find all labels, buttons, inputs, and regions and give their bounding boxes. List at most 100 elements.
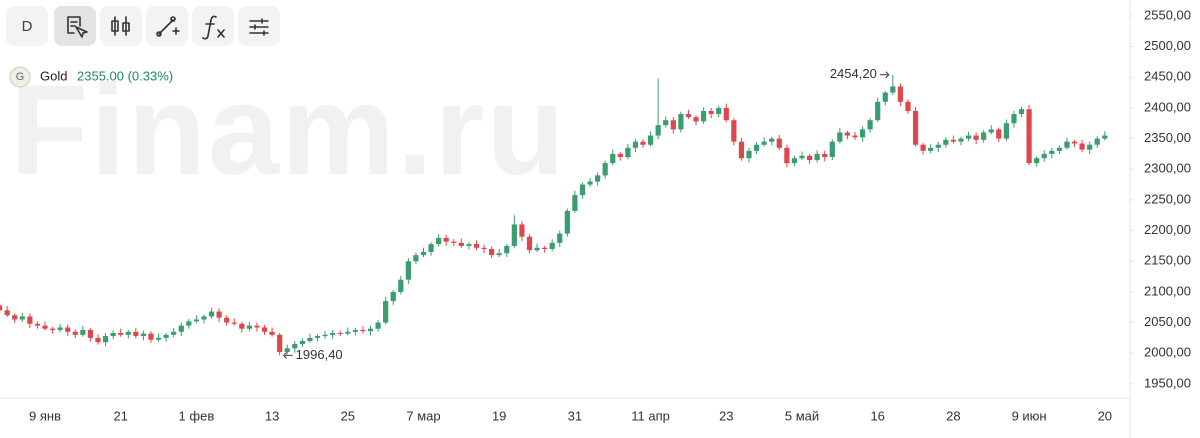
candle-body — [34, 323, 41, 326]
candle-body — [875, 101, 881, 121]
x-tick-label: 23 — [719, 408, 733, 423]
candle-body — [958, 138, 964, 142]
candle-body — [549, 242, 555, 249]
x-tick-label: 5 май — [785, 408, 819, 423]
candle-body — [564, 210, 570, 234]
y-tick-label: 2100,00 — [1144, 283, 1191, 298]
candle-body — [87, 329, 94, 338]
candle-body — [693, 117, 699, 122]
indicator-button[interactable] — [192, 6, 234, 46]
candle-body — [587, 181, 593, 185]
candle-body — [4, 310, 10, 316]
watermark: Finam.ru — [10, 59, 567, 202]
candle-body — [859, 129, 866, 138]
candle-body — [769, 138, 775, 142]
candle-body — [178, 325, 184, 332]
draw-icon — [156, 16, 180, 37]
candle-body — [1079, 143, 1085, 150]
x-tick-label: 21 — [113, 408, 127, 423]
candle-body — [19, 316, 25, 320]
candle-type-button[interactable] — [100, 6, 142, 46]
candle-body — [1049, 150, 1055, 154]
candle-body — [905, 101, 911, 111]
y-tick-label: 2400,00 — [1144, 99, 1191, 114]
candle-body — [390, 291, 396, 302]
candle-body — [375, 322, 381, 329]
candle-body — [208, 311, 215, 317]
candle-body — [1041, 153, 1047, 159]
y-tick-label: 2050,00 — [1144, 314, 1191, 329]
candle-body — [277, 334, 283, 353]
candle-body — [436, 237, 442, 245]
legend-name: Gold — [40, 68, 67, 83]
candle-body — [1034, 158, 1040, 164]
settings-button[interactable] — [238, 6, 280, 46]
candle-body — [299, 340, 305, 345]
candle-body — [1018, 109, 1025, 115]
candle-body — [625, 147, 631, 157]
interval-button[interactable] — [6, 6, 48, 46]
legend-badge-text: G — [16, 71, 25, 83]
candle-body — [708, 110, 714, 115]
candle-body — [928, 147, 934, 151]
candle-body — [216, 311, 222, 318]
candle-body — [579, 184, 586, 196]
candle-body — [844, 132, 851, 136]
candle-body — [314, 336, 321, 338]
candle-body — [443, 237, 449, 242]
x-tick-label: 16 — [870, 408, 884, 423]
candle-body — [912, 110, 919, 145]
candle-body — [829, 141, 835, 157]
candle-body — [981, 132, 987, 140]
y-tick-label: 2350,00 — [1144, 130, 1191, 145]
legend-quote: 2355.00 (0.33%) — [77, 68, 173, 83]
candle-body — [405, 261, 411, 280]
candle-body — [1011, 114, 1017, 124]
candle-body — [57, 327, 63, 330]
candle-body — [367, 328, 374, 332]
x-tick-label: 9 янв — [29, 408, 61, 423]
legend-badge — [9, 66, 31, 88]
candle-body — [163, 334, 169, 338]
candle-body — [973, 135, 979, 140]
candle-body — [610, 153, 616, 164]
x-tick-label: 19 — [492, 408, 506, 423]
candle-body — [261, 327, 268, 332]
candle-body — [496, 253, 502, 256]
low-arrow — [282, 352, 293, 359]
candle-body — [791, 158, 798, 164]
y-tick-label: 2250,00 — [1144, 191, 1191, 206]
candle-body — [504, 245, 510, 254]
candle-body — [171, 331, 177, 335]
candle-body — [648, 135, 654, 145]
candle-body — [254, 325, 260, 328]
interval-label: D — [22, 18, 33, 35]
candle-body — [519, 224, 525, 237]
candle-body — [920, 144, 926, 151]
candle-body — [542, 247, 548, 249]
candle-body — [155, 337, 162, 340]
candle-body — [224, 317, 230, 323]
candle-body — [49, 328, 56, 330]
candle-body — [489, 248, 495, 256]
candle-body — [337, 332, 343, 334]
candle-body — [1094, 138, 1100, 145]
candle-body — [292, 344, 298, 349]
plot-area — [0, 74, 1108, 356]
candle-body — [595, 175, 601, 182]
candle-body — [42, 325, 48, 329]
candle-body — [307, 337, 313, 341]
candle-body — [655, 125, 661, 136]
candle-body — [352, 329, 358, 332]
candle-body — [882, 92, 888, 102]
candle-body — [1026, 109, 1032, 164]
y-tick-label: 2450,00 — [1144, 69, 1191, 84]
candle-body — [110, 332, 116, 337]
candle-body — [731, 120, 737, 142]
candle-body — [799, 155, 805, 159]
candle-body — [572, 195, 578, 211]
candle-body — [186, 321, 192, 326]
candle-body — [685, 114, 692, 118]
y-tick-label: 2150,00 — [1144, 253, 1191, 268]
candle-body — [118, 332, 124, 335]
